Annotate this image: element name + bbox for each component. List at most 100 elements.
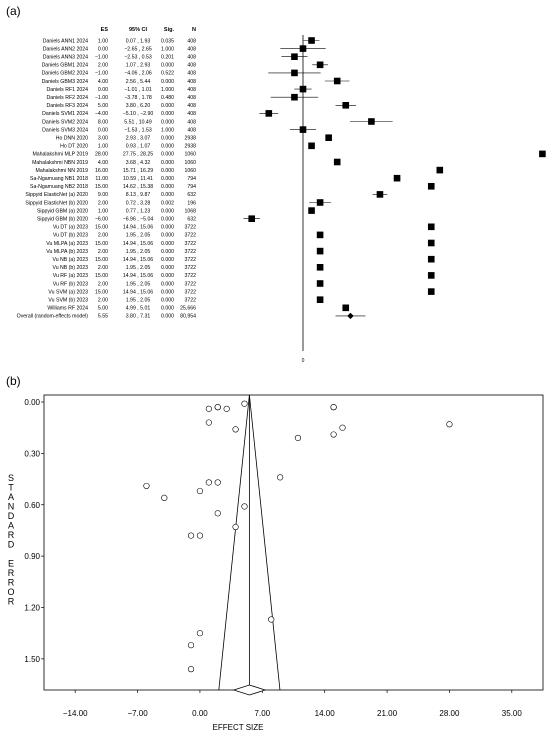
study-ci: 14.94 , 15.06: [123, 289, 153, 295]
study-name: Vu SVM (a) 2023: [48, 289, 88, 295]
study-sig: 1.000: [161, 46, 174, 52]
study-ci: 1.95 , 2.05: [126, 281, 151, 287]
study-ci: 10.59 , 11.41: [123, 176, 153, 182]
study-name: Sippyid GBM (b) 2020: [37, 217, 88, 223]
study-sig: 0.201: [161, 55, 174, 61]
study-point: [161, 494, 168, 502]
forest-row: Daniels ANN3 2024 −1.00 −2.53 , 0.53 0.201 4…: [43, 53, 308, 61]
y-tick-label: 0.30: [24, 449, 40, 458]
effect-square: [308, 142, 315, 150]
study-n: 2938: [184, 136, 196, 142]
study-name: Daniels SVM2 2024: [42, 119, 88, 125]
study-ci: −6.96 , −5.04: [123, 217, 154, 223]
effect-square: [299, 85, 307, 93]
effect-square: [316, 247, 324, 255]
study-point: [205, 419, 212, 426]
study-sig: 1.000: [161, 87, 174, 93]
study-es: 15.00: [95, 225, 108, 231]
study-es: 0.00: [98, 87, 108, 93]
study-ci: 15.71 , 16.29: [123, 168, 153, 174]
forest-row: Daniels GBM1 2024 2.00 1.07 , 2.93 0.000 408: [42, 61, 329, 69]
forest-row: Vu SVM (b) 2023 2.00 1.95 , 2.05 0.000 3722: [48, 296, 324, 304]
study-es: 0.00: [98, 46, 108, 52]
study-name: Williams RF 2024: [47, 306, 88, 312]
x-tick-label: 35.00: [502, 709, 523, 718]
y-tick-label: 0.00: [24, 398, 40, 407]
study-point: [277, 474, 284, 481]
study-point: [214, 404, 221, 411]
study-n: 408: [187, 111, 196, 117]
effect-square: [265, 110, 273, 117]
y-tick-label: 0.60: [24, 501, 40, 510]
study-es: 4.00: [98, 160, 108, 166]
effect-square: [308, 37, 315, 44]
study-sig: 0.000: [161, 168, 174, 174]
ylabel-letter: T: [8, 483, 14, 493]
forest-row: Sa-Ngamuang NB1 2018 11.00 10.59 , 11.41 0.…: [30, 174, 401, 182]
study-n: 1068: [184, 208, 196, 214]
study-ci: −1.01 , 1.01: [124, 87, 152, 93]
study-es: 15.00: [95, 273, 108, 279]
study-point: [330, 404, 337, 411]
x-tick-label: −14.00: [63, 709, 88, 718]
study-es: 8.00: [98, 119, 108, 125]
forest-header: ES 95% CI Sig. N: [101, 27, 196, 33]
study-ci: −1.53 , 1.53: [124, 127, 152, 133]
header-sig: Sig.: [164, 27, 175, 33]
study-es: 2.00: [98, 298, 108, 304]
study-es: −6.00: [95, 217, 108, 223]
study-ci: 14.94 , 15.06: [123, 257, 153, 263]
effect-square: [299, 126, 307, 133]
study-name: Daniels SVM1 2024: [42, 111, 88, 117]
forest-row: Williams RF 2024 5.00 4.99 , 5.01 0.000 25,6…: [47, 304, 350, 312]
study-es: 3.00: [98, 136, 108, 142]
study-es: 0.00: [98, 127, 108, 133]
effect-square: [316, 264, 324, 271]
study-point: [232, 426, 239, 433]
study-name: Vu DT (b) 2023: [53, 233, 88, 239]
study-sig: 0.000: [161, 265, 174, 271]
study-n: 408: [187, 127, 196, 133]
study-es: −1.00: [95, 95, 108, 101]
effect-square: [316, 61, 324, 69]
study-sig: 0.000: [161, 184, 174, 190]
study-point: [187, 532, 195, 539]
effect-square: [291, 53, 298, 60]
study-point: [205, 405, 212, 412]
study-point: [187, 666, 195, 673]
ylabel-letter: R: [8, 597, 15, 607]
funnel-left-line: [218, 394, 250, 691]
forest-row: Vu RF (a) 2023 15.00 14.94 , 15.06 0.000 372…: [53, 272, 435, 279]
study-es: 11.00: [95, 176, 108, 182]
study-n: 408: [187, 38, 196, 44]
study-ci: −3.78 , 1.78: [124, 95, 152, 101]
effect-square: [427, 183, 435, 190]
study-sig: 1.000: [161, 127, 174, 133]
effect-square: [316, 280, 324, 287]
x-tick-label: 28.00: [439, 709, 460, 718]
study-n: 3722: [184, 265, 196, 271]
study-es: 1.00: [98, 38, 108, 44]
header-n: N: [192, 27, 196, 33]
study-sig: 0.480: [161, 95, 174, 101]
overall-es: 5.55: [98, 314, 108, 320]
study-n: 408: [187, 119, 196, 125]
forest-row: Mahalakshmi MLP 2019 28.00 27.75 , 28.25 0.…: [32, 150, 546, 158]
study-sig: 0.000: [161, 192, 174, 198]
study-ci: 3.80 , 6.20: [126, 103, 151, 109]
forest-row: Vu DT (a) 2023 15.00 14.94 , 15.06 0.000 372…: [53, 223, 435, 231]
study-n: 3722: [184, 257, 196, 263]
effect-square: [539, 150, 546, 158]
study-sig: 0.000: [161, 160, 174, 166]
study-ci: 5.51 , 10.49: [124, 119, 152, 125]
effect-square: [393, 174, 401, 182]
study-ci: 1.95 , 2.05: [126, 298, 151, 304]
x-tick-label: 14.00: [315, 709, 336, 718]
study-sig: 0.000: [161, 257, 174, 263]
study-es: −1.00: [95, 71, 108, 77]
funnel-plot: 0.00 0.30 0.60 0.90 1.20 1.50 −14.00 −7.00 0.00 7…: [24, 394, 544, 718]
study-n: 408: [187, 46, 196, 52]
study-ci: 0.77 , 1.23: [126, 208, 151, 214]
study-point: [214, 479, 221, 486]
